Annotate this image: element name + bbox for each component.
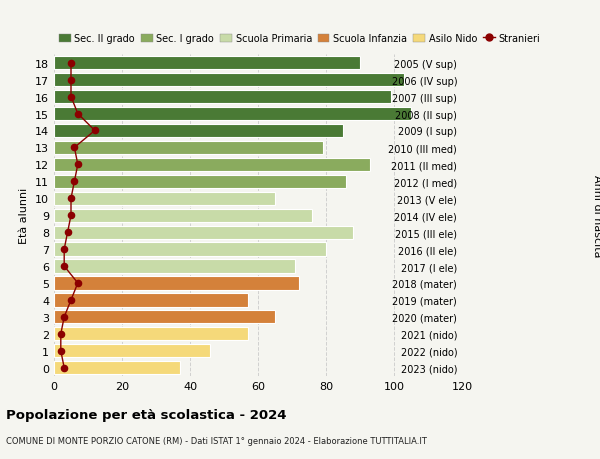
- Point: [66, 60, 76, 67]
- Bar: [54, 260, 295, 273]
- Bar: [54, 328, 248, 341]
- Bar: [54, 108, 411, 121]
- Point: [56, 330, 65, 338]
- Point: [70, 178, 79, 185]
- Point: [66, 94, 76, 101]
- Y-axis label: Età alunni: Età alunni: [19, 188, 29, 244]
- Text: COMUNE DI MONTE PORZIO CATONE (RM) - Dati ISTAT 1° gennaio 2024 - Elaborazione T: COMUNE DI MONTE PORZIO CATONE (RM) - Dat…: [6, 436, 427, 445]
- Point: [73, 161, 83, 168]
- Bar: [54, 294, 248, 307]
- Point: [70, 145, 79, 152]
- Point: [56, 347, 65, 355]
- Bar: [54, 141, 323, 155]
- Text: Anni di nascita: Anni di nascita: [592, 174, 600, 257]
- Point: [66, 195, 76, 202]
- Bar: [54, 226, 353, 239]
- Bar: [54, 192, 275, 206]
- Bar: [54, 57, 360, 70]
- Bar: [54, 175, 346, 189]
- Bar: [54, 344, 211, 358]
- Point: [66, 77, 76, 84]
- Point: [66, 297, 76, 304]
- Point: [90, 128, 100, 135]
- Point: [73, 280, 83, 287]
- Bar: [54, 277, 299, 290]
- Point: [59, 246, 69, 253]
- Point: [59, 263, 69, 270]
- Point: [59, 313, 69, 321]
- Bar: [54, 243, 326, 256]
- Legend: Sec. II grado, Sec. I grado, Scuola Primaria, Scuola Infanzia, Asilo Nido, Stran: Sec. II grado, Sec. I grado, Scuola Prim…: [59, 34, 540, 44]
- Point: [63, 229, 73, 236]
- Bar: [54, 209, 313, 222]
- Bar: [54, 91, 391, 104]
- Bar: [54, 158, 370, 172]
- Point: [59, 364, 69, 372]
- Point: [73, 111, 83, 118]
- Bar: [54, 311, 275, 324]
- Text: Popolazione per età scolastica - 2024: Popolazione per età scolastica - 2024: [6, 409, 287, 421]
- Bar: [54, 361, 180, 375]
- Point: [66, 212, 76, 219]
- Bar: [54, 74, 404, 87]
- Bar: [54, 124, 343, 138]
